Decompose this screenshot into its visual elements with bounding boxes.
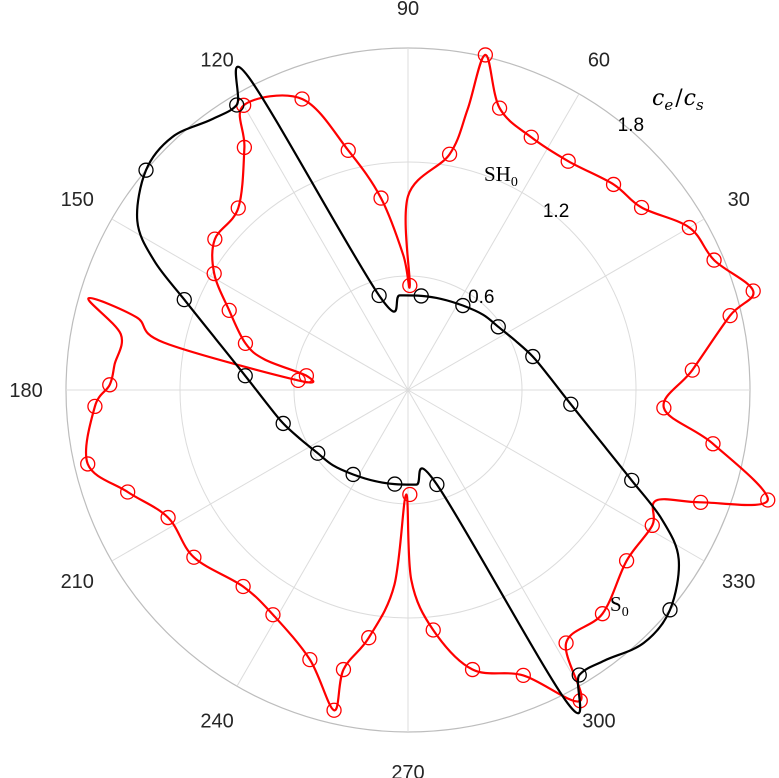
data-point-sh0: [230, 200, 246, 216]
data-point-sh0: [102, 377, 118, 393]
data-point-sh0: [560, 153, 576, 169]
data-point-s0: [310, 445, 326, 461]
polar-grid: [65, 47, 751, 733]
data-point-sh0: [693, 494, 709, 510]
data-point-sh0: [477, 47, 494, 63]
data-point-s0: [387, 476, 403, 492]
data-point-sh0: [705, 436, 721, 452]
angular-grid-line: [407, 218, 705, 391]
series-line-sh0: [84, 53, 769, 712]
data-point-sh0: [237, 335, 254, 352]
data-point-sh0: [206, 265, 222, 282]
data-point-s0: [525, 348, 541, 365]
data-point-s0: [138, 162, 154, 178]
data-point-sh0: [335, 661, 352, 678]
data-point-sh0: [290, 372, 306, 389]
series-layer: [80, 47, 776, 718]
data-point-sh0: [402, 486, 418, 503]
data-point-s0: [571, 667, 587, 683]
data-point-sh0: [558, 635, 574, 651]
data-point-sh0: [302, 651, 318, 668]
data-point-s0: [455, 297, 471, 314]
data-point-sh0: [745, 283, 761, 299]
data-point-sh0: [464, 661, 481, 678]
data-point-sh0: [605, 176, 622, 193]
data-point-s0: [563, 396, 579, 412]
data-point-sh0: [722, 307, 738, 324]
data-point-sh0: [236, 139, 253, 156]
angular-grid-line: [236, 93, 409, 391]
data-point-sh0: [221, 302, 237, 319]
data-point-sh0: [294, 91, 310, 107]
data-point-sh0: [87, 398, 103, 415]
angular-grid-line: [407, 93, 580, 391]
angle-tick-label: 150: [61, 189, 94, 211]
data-point-sh0: [618, 553, 635, 569]
data-point-s0: [237, 368, 253, 384]
data-point-sh0: [235, 578, 251, 595]
data-point-s0: [490, 319, 506, 335]
data-point-sh0: [160, 509, 176, 526]
series-line-s0: [135, 65, 681, 715]
data-point-sh0: [402, 277, 418, 294]
data-point-sh0: [760, 492, 776, 508]
data-point-sh0: [491, 100, 508, 116]
angle-tick-label: 180: [9, 380, 42, 402]
angle-tick-label: 300: [582, 711, 615, 733]
series-label-s0: S0: [610, 592, 629, 620]
data-point-sh0: [326, 702, 342, 718]
data-point-sh0: [594, 606, 611, 622]
data-point-s0: [624, 472, 640, 489]
data-point-sh0: [684, 362, 700, 378]
data-point-sh0: [207, 231, 223, 247]
data-point-s0: [345, 466, 361, 483]
angle-tick-label: 60: [588, 49, 610, 71]
data-point-sh0: [120, 484, 136, 500]
angle-tick-label: 210: [61, 571, 94, 593]
data-point-s0: [662, 602, 678, 618]
angular-grid-line: [111, 389, 409, 562]
angle-tick-label: 30: [728, 189, 750, 211]
radial-unit-label: ce/cs: [652, 86, 704, 114]
data-point-sh0: [373, 190, 389, 206]
data-point-sh0: [186, 549, 202, 565]
angle-tick-label: 330: [722, 571, 755, 593]
data-point-sh0: [265, 607, 281, 623]
radial-tick-label: 1.2: [543, 201, 569, 222]
data-point-sh0: [340, 142, 356, 158]
angular-grid-line: [407, 389, 580, 687]
data-point-s0: [429, 476, 445, 493]
label-layer: 03060901201501802102402703003300.61.21.8…: [9, 0, 755, 778]
radial-tick-label: 1.8: [618, 115, 644, 136]
radial-tick-label: 0.6: [468, 287, 494, 308]
data-point-sh0: [441, 146, 458, 162]
data-point-sh0: [80, 456, 96, 472]
data-point-sh0: [515, 667, 531, 684]
angular-grid-line: [407, 389, 705, 562]
data-point-sh0: [633, 199, 650, 216]
data-point-s0: [413, 288, 429, 304]
data-point-sh0: [706, 252, 722, 268]
data-point-sh0: [656, 400, 672, 416]
data-point-s0: [275, 415, 291, 432]
angle-tick-label: 270: [391, 762, 424, 778]
angle-tick-label: 240: [200, 711, 233, 733]
data-point-sh0: [298, 368, 315, 384]
angle-tick-label: 120: [200, 49, 233, 71]
data-point-s0: [371, 287, 387, 304]
data-point-sh0: [644, 517, 660, 534]
data-point-sh0: [425, 622, 441, 638]
angular-grid-line: [236, 389, 409, 687]
data-point-sh0: [681, 219, 698, 236]
series-label-sh0: SH0: [484, 162, 518, 190]
data-point-sh0: [361, 630, 377, 646]
data-point-s0: [229, 97, 245, 113]
angular-grid-line: [111, 218, 409, 391]
series-s0: [135, 65, 681, 715]
data-point-s0: [176, 291, 192, 308]
angle-tick-label: 90: [397, 0, 419, 20]
data-point-sh0: [523, 129, 539, 145]
